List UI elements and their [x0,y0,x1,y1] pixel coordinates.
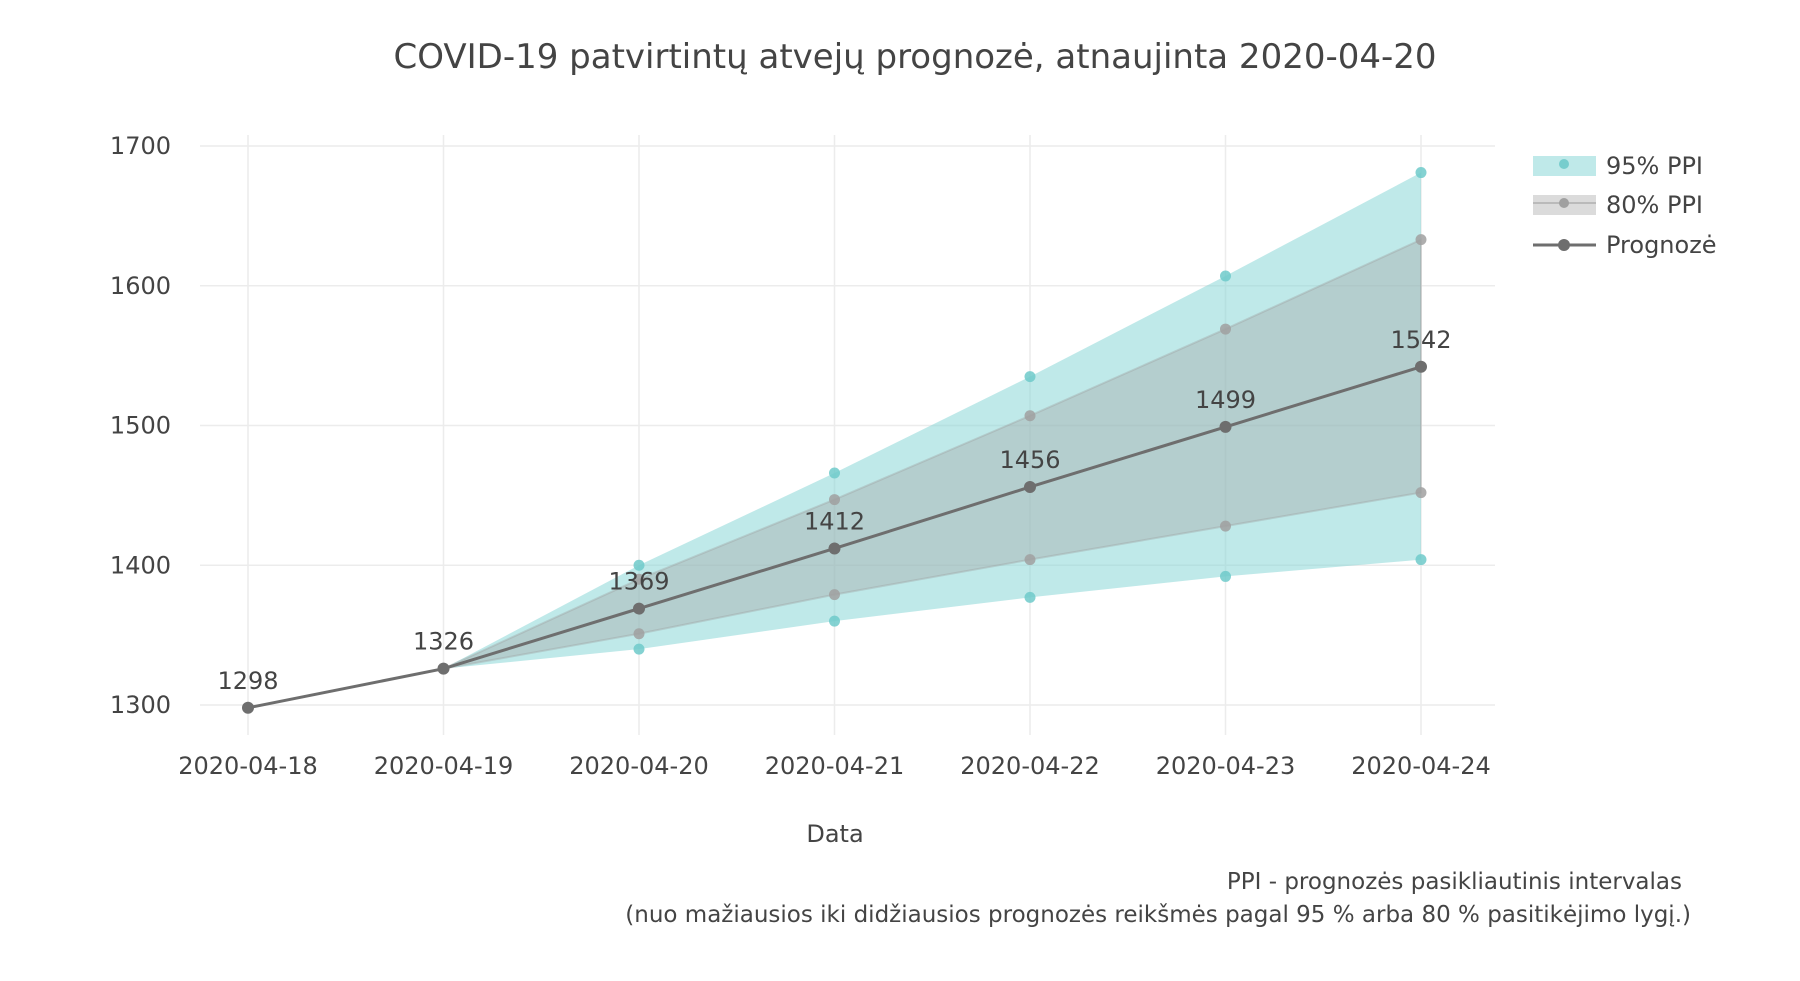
x-tick-label: 2020-04-22 [960,752,1099,780]
data-labels: 1298 1326 1369 1412 1456 1499 1542 [217,326,1451,695]
y-tick-label: 1500 [110,412,171,440]
band-80-marker [633,628,645,640]
forecast-value-label: 1326 [413,628,474,656]
x-tick-label: 2020-04-20 [569,752,708,780]
y-tick-label: 1300 [110,691,171,719]
forecast-point[interactable] [437,662,450,675]
legend-label-forecast[interactable]: Prognozė [1606,231,1717,259]
forecast-value-label: 1456 [999,446,1060,474]
forecast-value-label: 1542 [1390,326,1451,354]
legend-marker-95 [1559,159,1569,169]
band-95-marker [1415,167,1427,179]
forecast-point[interactable] [1024,480,1036,493]
band-80-marker [1024,554,1036,566]
x-tick-label: 2020-04-21 [765,752,904,780]
band-95-marker [633,559,645,571]
band-95-marker [1220,270,1231,282]
band-95-marker [1415,554,1427,566]
forecast-value-label: 1298 [217,667,278,695]
band-80-marker [829,589,840,601]
band-95-marker [829,467,840,479]
note-line-2: (nuo mažiausios iki didžiausios prognozė… [625,902,1691,928]
band-95-marker [829,615,840,627]
x-axis-title: Data [806,820,863,848]
forecast-value-label: 1412 [804,507,865,535]
y-tick-label: 1600 [110,272,171,300]
x-tick-label: 2020-04-18 [178,752,317,780]
band-95-marker [633,643,645,655]
legend-marker-80 [1559,198,1569,208]
forecast-point[interactable] [828,542,841,555]
legend[interactable]: 95% PPI 80% PPI Prognozė [1533,152,1717,259]
band-80-marker [1415,487,1427,499]
band-95-marker [1024,371,1036,383]
x-tick-label: 2020-04-19 [374,752,513,780]
legend-label-95[interactable]: 95% PPI [1606,152,1703,180]
band-80-marker [1415,234,1427,246]
note-line-1: PPI - prognozės pasikliautinis intervala… [1227,869,1682,895]
band-95-marker [1220,570,1231,582]
band-80-marker [1024,410,1036,422]
forecast-value-label: 1369 [608,568,669,596]
band-80-marker [1220,520,1231,532]
band-markers [633,167,1427,655]
band-80-marker [1220,323,1231,335]
band-95-marker [1024,591,1036,603]
band-80-marker [633,573,645,585]
forecast-value-label: 1499 [1195,386,1256,414]
forecast-point[interactable] [633,602,645,615]
y-tick-label: 1700 [110,132,171,160]
x-tick-label: 2020-04-23 [1156,752,1295,780]
forecast-line-layer [242,360,1427,714]
forecast-point[interactable] [242,701,254,714]
x-tick-label: 2020-04-24 [1351,752,1490,780]
y-tick-label: 1400 [110,551,171,579]
x-tick-labels: 2020-04-18 2020-04-19 2020-04-20 2020-04-21… [178,752,1490,780]
forecast-point[interactable] [1219,420,1232,433]
forecast-point[interactable] [1415,360,1427,373]
legend-marker-forecast [1558,239,1570,251]
band-95-area [248,172,1421,708]
chart-title: COVID-19 patvirtintų atvejų prognozė, at… [393,37,1436,77]
band-80-marker [829,494,840,506]
y-tick-labels: 1300 1400 1500 1600 1700 [110,132,171,719]
legend-label-80[interactable]: 80% PPI [1606,191,1703,219]
